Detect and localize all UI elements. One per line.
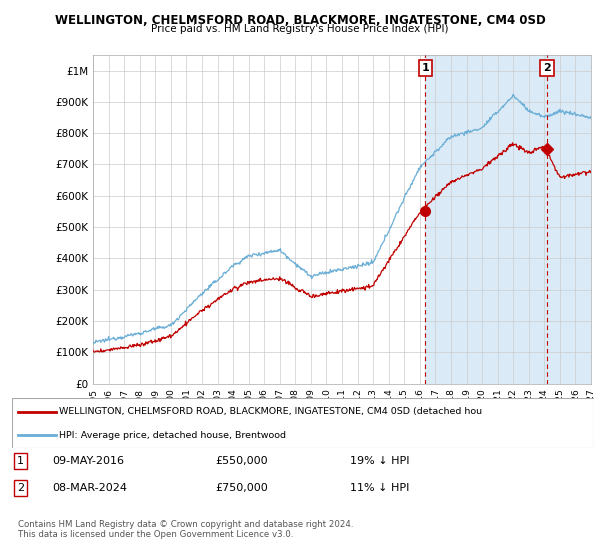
Text: £550,000: £550,000 bbox=[216, 456, 268, 466]
Text: Contains HM Land Registry data © Crown copyright and database right 2024.
This d: Contains HM Land Registry data © Crown c… bbox=[18, 520, 353, 539]
Text: 11% ↓ HPI: 11% ↓ HPI bbox=[350, 483, 409, 493]
Text: £750,000: £750,000 bbox=[216, 483, 268, 493]
Text: 1: 1 bbox=[17, 456, 24, 466]
Text: 09-MAY-2016: 09-MAY-2016 bbox=[53, 456, 125, 466]
Text: 1: 1 bbox=[421, 63, 429, 73]
Text: 2: 2 bbox=[17, 483, 24, 493]
Text: 08-MAR-2024: 08-MAR-2024 bbox=[53, 483, 128, 493]
Text: WELLINGTON, CHELMSFORD ROAD, BLACKMORE, INGATESTONE, CM4 0SD (detached hou: WELLINGTON, CHELMSFORD ROAD, BLACKMORE, … bbox=[59, 407, 482, 416]
Text: WELLINGTON, CHELMSFORD ROAD, BLACKMORE, INGATESTONE, CM4 0SD: WELLINGTON, CHELMSFORD ROAD, BLACKMORE, … bbox=[55, 14, 545, 27]
Text: HPI: Average price, detached house, Brentwood: HPI: Average price, detached house, Bren… bbox=[59, 431, 286, 440]
Text: 19% ↓ HPI: 19% ↓ HPI bbox=[350, 456, 409, 466]
Text: 2: 2 bbox=[543, 63, 551, 73]
Text: Price paid vs. HM Land Registry's House Price Index (HPI): Price paid vs. HM Land Registry's House … bbox=[151, 24, 449, 34]
Bar bbox=[425, 55, 591, 384]
